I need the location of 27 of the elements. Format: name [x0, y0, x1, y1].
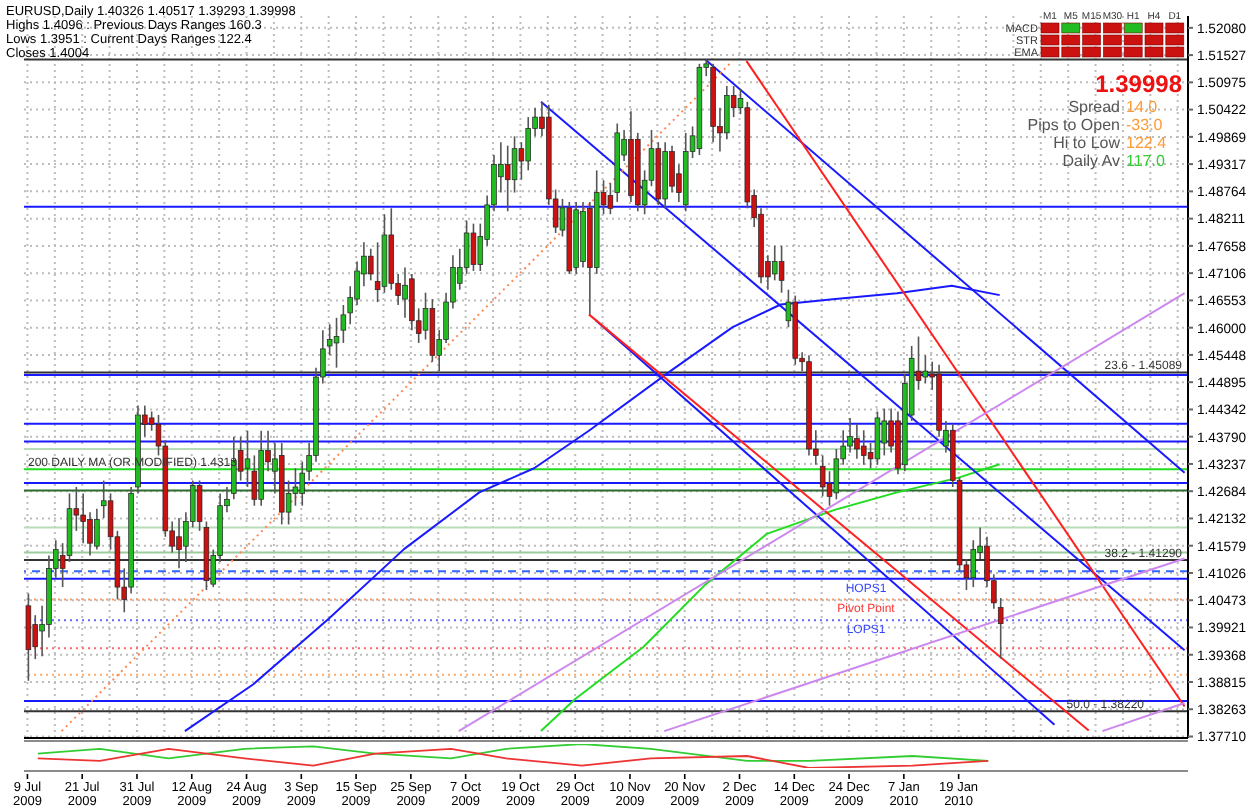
candlestick	[881, 407, 888, 457]
candlestick	[922, 354, 929, 385]
annotation: 117.0	[1126, 152, 1166, 170]
candlestick	[854, 423, 860, 460]
annotation: Spread	[1068, 98, 1120, 116]
candlestick	[662, 141, 668, 210]
annotation: -33.0	[1126, 116, 1164, 134]
candlestick	[429, 298, 436, 363]
annotation: 1.39998	[1095, 70, 1183, 98]
candlestick	[525, 116, 531, 172]
candlestick	[819, 454, 826, 498]
candlestick	[669, 144, 675, 194]
candlestick	[94, 507, 100, 551]
candlestick	[771, 245, 778, 282]
candlestick	[470, 222, 477, 272]
candlestick	[402, 266, 408, 319]
annotation: Daily Av	[1062, 152, 1120, 170]
candlestick	[176, 517, 182, 570]
annotation: 122.4	[1126, 134, 1168, 152]
candlestick	[25, 592, 32, 682]
annotation: Hi to Low	[1053, 134, 1121, 152]
candlestick	[860, 429, 867, 466]
candlestick	[874, 410, 881, 466]
annotation: Pips to Open	[1027, 116, 1120, 134]
annotation: 14.0	[1126, 98, 1159, 116]
candlestick	[504, 144, 511, 213]
candlestick	[778, 245, 785, 294]
